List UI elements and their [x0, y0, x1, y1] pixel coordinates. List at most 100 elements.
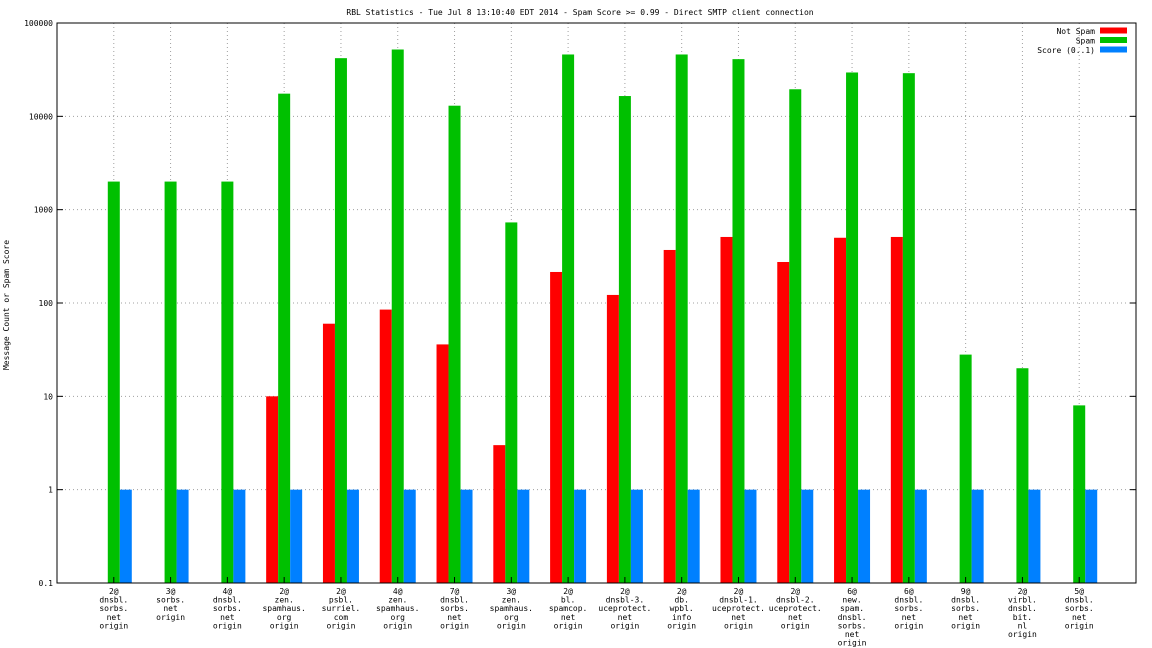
bar-score-0-1 [517, 489, 530, 583]
x-tick-label: 2@ [279, 587, 289, 596]
x-tick-label: 4@ [223, 587, 233, 596]
x-tick-label: sorbs. [894, 604, 923, 613]
x-tick-label: dnsbl. [951, 596, 980, 605]
bar-spam [221, 181, 234, 583]
x-tick-label: 7@ [450, 587, 460, 596]
x-axis-labels: 2@dnsbl.sorbs.netorigin3@sorbs.netorigin… [99, 587, 1094, 648]
x-tick-label: sorbs. [1065, 604, 1094, 613]
x-tick-label: bit. [1013, 613, 1032, 622]
x-tick-label: spamhaus. [376, 604, 419, 613]
bar-spam [902, 73, 915, 584]
x-tick-label: origin [838, 639, 867, 648]
y-axis-label: Message Count or Spam Score [2, 240, 11, 370]
x-tick-label: origin [383, 621, 412, 630]
x-tick-label: dnsbl-3. [606, 596, 645, 605]
x-tick-label: virbl. [1008, 596, 1037, 605]
bar-spam [959, 354, 972, 583]
bar-not-spam [663, 249, 676, 583]
x-tick-label: origin [610, 621, 639, 630]
bar-spam [732, 59, 745, 583]
x-tick-label: nl [1018, 621, 1028, 630]
x-tick-label: zen. [502, 596, 521, 605]
bar-spam [164, 181, 177, 583]
bars [107, 49, 1098, 584]
bar-score-0-1 [971, 489, 984, 583]
x-tick-label: dnsbl-1. [719, 596, 758, 605]
y-axis-ticks: 0.1 1 10 100 1000 10000 100000 [24, 19, 1136, 588]
bar-score-0-1 [687, 489, 700, 583]
bar-spam [107, 181, 120, 583]
x-tick-label: 2@ [620, 587, 630, 596]
x-tick-label: spamhaus. [490, 604, 533, 613]
legend-swatch [1100, 37, 1127, 43]
x-tick-label: 6@ [847, 587, 857, 596]
x-tick-label: spamcop. [549, 604, 588, 613]
x-tick-label: wpbl. [670, 604, 694, 613]
bar-score-0-1 [574, 489, 587, 583]
bar-not-spam [890, 236, 903, 583]
x-tick-label: psbl. [329, 596, 353, 605]
x-tick-label: new. [842, 596, 861, 605]
bar-not-spam [436, 344, 449, 583]
x-tick-label: surriel. [322, 604, 361, 613]
x-tick-label: 6@ [904, 587, 914, 596]
x-tick-label: origin [894, 621, 923, 630]
x-tick-label: origin [554, 621, 583, 630]
x-tick-label: sorbs. [440, 604, 469, 613]
x-tick-label: 2@ [336, 587, 346, 596]
x-tick-label: 5@ [1074, 587, 1084, 596]
x-tick-label: uceprotect. [769, 604, 822, 613]
x-tick-label: dnsbl. [1065, 596, 1094, 605]
legend-swatch [1100, 46, 1127, 53]
bar-score-0-1 [460, 489, 473, 583]
x-tick-label: zen. [388, 596, 407, 605]
x-tick-label: dnsbl. [1008, 604, 1037, 613]
x-tick-label: origin [1008, 630, 1037, 639]
bar-not-spam [606, 294, 619, 583]
bar-spam [448, 105, 461, 584]
x-tick-label: info [672, 613, 691, 622]
bar-not-spam [322, 323, 335, 583]
x-tick-label: net [561, 613, 576, 622]
x-tick-label: bl. [561, 596, 575, 605]
bar-spam [675, 54, 688, 583]
x-tick-label: origin [156, 613, 185, 622]
chart-title: RBL Statistics - Tue Jul 8 13:10:40 EDT … [346, 8, 813, 17]
legend-label: Spam [1076, 37, 1095, 46]
y-tick-label: 0.1 [39, 579, 54, 588]
x-tick-label: origin [326, 621, 355, 630]
bar-score-0-1 [801, 489, 814, 583]
x-tick-label: origin [781, 621, 810, 630]
x-tick-label: com [334, 613, 349, 622]
bar-score-0-1 [858, 489, 871, 583]
bar-spam [278, 93, 291, 583]
bar-not-spam [834, 237, 847, 583]
bar-not-spam [777, 261, 790, 583]
x-tick-label: 2@ [563, 587, 573, 596]
x-tick-label: net [788, 613, 803, 622]
bar-spam [618, 96, 631, 584]
y-tick-label: 100000 [24, 19, 53, 28]
x-tick-label: dnsbl. [99, 596, 128, 605]
x-tick-label: 2@ [677, 587, 687, 596]
x-tick-label: sorbs. [99, 604, 128, 613]
bar-score-0-1 [119, 489, 132, 583]
bar-spam [789, 89, 802, 584]
x-tick-label: dnsbl. [894, 596, 923, 605]
x-tick-label: org [391, 613, 406, 622]
x-tick-label: org [277, 613, 292, 622]
x-tick-label: net [220, 613, 235, 622]
bar-not-spam [550, 271, 563, 583]
legend-label: Not Spam [1056, 27, 1095, 36]
x-tick-label: org [504, 613, 519, 622]
x-tick-label: origin [497, 621, 526, 630]
y-tick-label: 10000 [29, 112, 53, 121]
x-tick-label: spam. [840, 604, 864, 613]
y-tick-label: 100 [39, 299, 54, 308]
x-tick-label: net [731, 613, 746, 622]
x-tick-label: net [902, 613, 917, 622]
bar-score-0-1 [914, 489, 927, 583]
x-tick-label: 2@ [1018, 587, 1028, 596]
